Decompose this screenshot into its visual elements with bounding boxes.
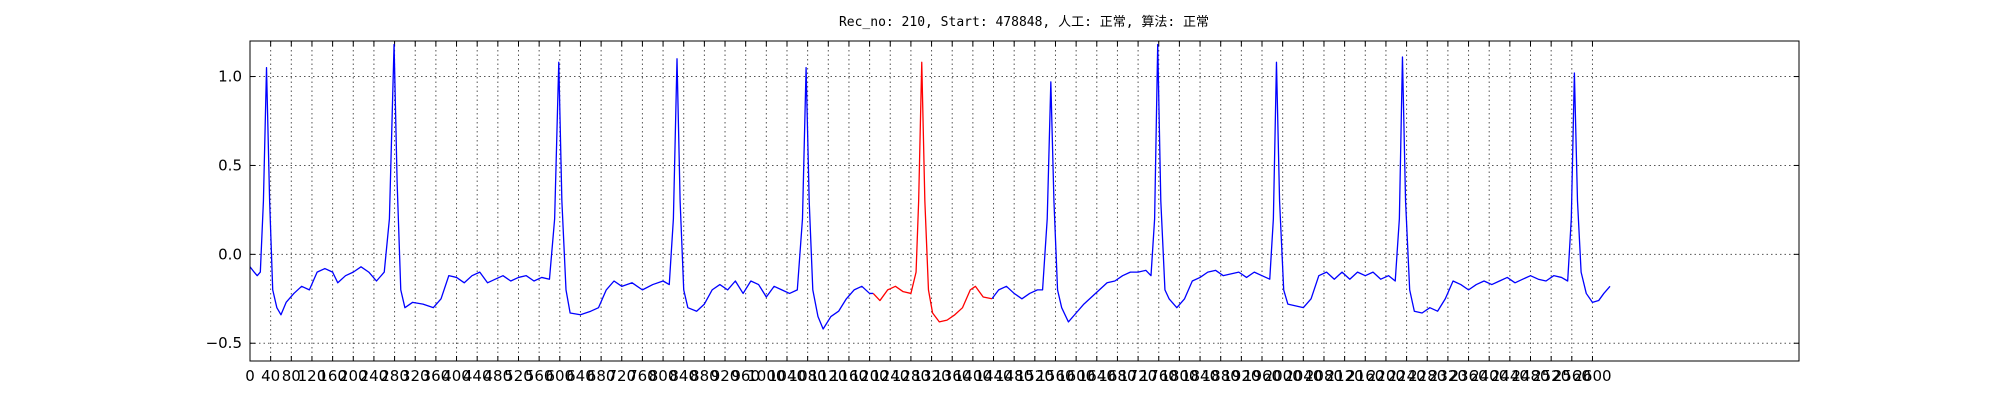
x-tick-label: 2320	[1429, 367, 1467, 385]
x-tick-label: 80	[282, 367, 301, 385]
x-tick-label: 1520	[1016, 367, 1054, 385]
y-tick-label: 0.0	[218, 245, 242, 263]
chart-title: Rec_no: 210, Start: 478848, 人工: 正常, 算法: …	[839, 15, 1209, 30]
x-tick-label: 160	[318, 367, 347, 385]
plot-frame	[249, 40, 1800, 362]
x-tick-label: 1400	[954, 367, 992, 385]
x-tick-label: 320	[401, 367, 430, 385]
x-tick-label: 2360	[1449, 367, 1487, 385]
x-tick-label: 640	[566, 367, 595, 385]
x-tick-label: 1680	[1098, 367, 1136, 385]
x-tick-label: 600	[545, 367, 574, 385]
x-tick-label: 760	[628, 367, 657, 385]
x-tick-label: 1360	[933, 367, 971, 385]
x-tick-label: 1040	[768, 367, 806, 385]
x-tick-label: 1760	[1140, 367, 1178, 385]
x-tick-label: 2480	[1511, 367, 1549, 385]
x-tick-label: 1840	[1181, 367, 1219, 385]
x-tick-label: 200	[339, 367, 368, 385]
x-tick-label: 800	[649, 367, 678, 385]
x-tick-label: 2200	[1367, 367, 1405, 385]
x-tick-label: 0	[245, 367, 255, 385]
x-tick-label: 1920	[1222, 367, 1260, 385]
x-tick-label: 1880	[1202, 367, 1240, 385]
x-tick-label: 1440	[974, 367, 1012, 385]
x-tick-label: 480	[484, 367, 513, 385]
x-tick-label: 680	[587, 367, 616, 385]
x-tick-label: 2400	[1470, 367, 1508, 385]
x-tick-label: 1480	[995, 367, 1033, 385]
x-tick-label: 720	[607, 367, 636, 385]
x-tick-label: 1080	[789, 367, 827, 385]
x-tick-label: 440	[463, 367, 492, 385]
x-tick-label: 1640	[1078, 367, 1116, 385]
y-tick-label: 1.0	[218, 68, 242, 86]
x-tick-label: 1280	[892, 367, 930, 385]
x-tick-label: 840	[669, 367, 698, 385]
x-tick-label: 2040	[1284, 367, 1322, 385]
x-tick-label: 2120	[1326, 367, 1364, 385]
x-tick-label: 560	[525, 367, 554, 385]
y-tick-label: −0.5	[206, 334, 242, 352]
x-tick-label: 880	[690, 367, 719, 385]
x-tick-label: 240	[360, 367, 389, 385]
x-tick-label: 360	[422, 367, 451, 385]
x-tick-label: 920	[711, 367, 740, 385]
x-tick-label: 2600	[1573, 367, 1611, 385]
x-tick-label: 1560	[1036, 367, 1074, 385]
x-tick-label: 2440	[1491, 367, 1529, 385]
x-tick-label: 120	[298, 367, 327, 385]
x-tick-label: 1000	[747, 367, 785, 385]
x-tick-label: 2240	[1387, 367, 1425, 385]
x-tick-label: 280	[380, 367, 409, 385]
x-tick-label: 960	[731, 367, 760, 385]
y-tick-label: 0.5	[218, 156, 242, 174]
x-tick-label: 2520	[1532, 367, 1570, 385]
x-tick-label: 1200	[851, 367, 889, 385]
x-tick-label: 2080	[1305, 367, 1343, 385]
x-tick-label: 1120	[809, 367, 847, 385]
x-tick-label: 2280	[1408, 367, 1446, 385]
x-tick-label: 40	[261, 367, 280, 385]
ecg-line	[872, 61, 993, 323]
x-tick-label: 1160	[830, 367, 868, 385]
x-tick-label: 1320	[912, 367, 950, 385]
x-tick-label: 520	[504, 367, 533, 385]
x-tick-label: 2560	[1553, 367, 1591, 385]
x-tick-label: 1600	[1057, 367, 1095, 385]
x-tick-label: 2000	[1264, 367, 1302, 385]
x-tick-label: 400	[442, 367, 471, 385]
ecg-line	[249, 43, 1611, 330]
x-tick-label: 1240	[871, 367, 909, 385]
x-tick-label: 1720	[1119, 367, 1157, 385]
x-tick-label: 2160	[1346, 367, 1384, 385]
x-tick-label: 1800	[1160, 367, 1198, 385]
x-tick-label: 1960	[1243, 367, 1281, 385]
